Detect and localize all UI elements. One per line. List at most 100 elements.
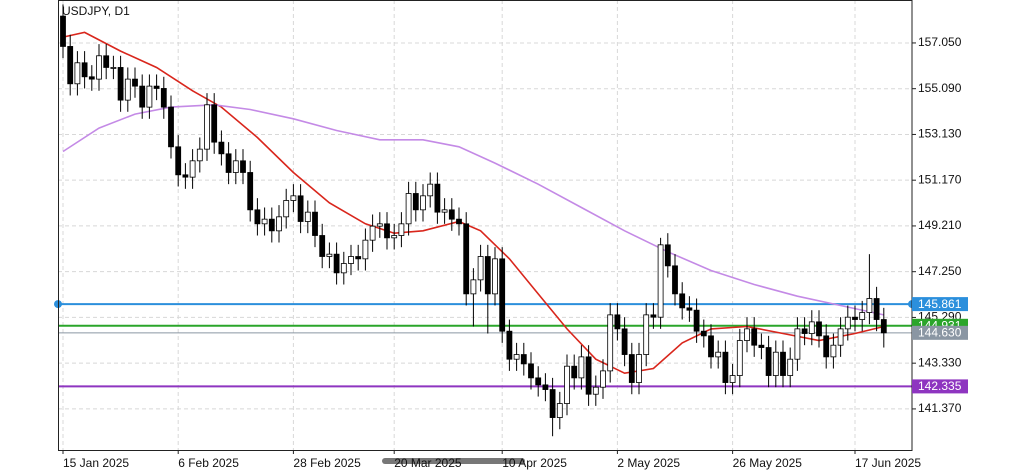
candle-body xyxy=(110,67,117,69)
candle-body xyxy=(204,104,210,150)
candle-body xyxy=(340,263,347,274)
candle-body xyxy=(319,235,326,257)
candle-body xyxy=(657,244,664,318)
y-tick-label: 155.090 xyxy=(918,81,962,95)
y-tick-label: 157.050 xyxy=(918,35,962,49)
candle-body xyxy=(758,344,765,348)
candle-body xyxy=(636,354,642,383)
level-label: 145.861 xyxy=(918,297,962,311)
candle-body xyxy=(729,375,736,383)
moving-average xyxy=(62,103,884,316)
candle-body xyxy=(175,146,182,176)
candle-body xyxy=(564,365,570,404)
candle-body xyxy=(117,67,124,101)
candle-body xyxy=(276,216,282,232)
candle-body xyxy=(182,174,189,178)
candle-body xyxy=(348,256,354,264)
candle-body xyxy=(585,356,592,395)
candle-body xyxy=(405,193,412,225)
candle-body xyxy=(614,314,621,330)
candle-body xyxy=(873,298,880,320)
candle-body xyxy=(384,223,390,239)
candle-body xyxy=(297,195,304,222)
candle-body xyxy=(571,365,578,379)
candle-body xyxy=(376,223,383,227)
level-label-box xyxy=(912,325,968,340)
scrollbar[interactable] xyxy=(382,458,525,464)
candle-body xyxy=(412,193,419,211)
candle-body xyxy=(103,55,110,68)
candle-body xyxy=(549,389,556,418)
candle-body xyxy=(499,258,506,332)
candle-body xyxy=(650,314,657,318)
candle-body xyxy=(160,88,167,108)
candle-body xyxy=(283,200,290,218)
candle-body xyxy=(708,335,714,358)
x-tick-label: 2 May 2025 xyxy=(617,456,680,470)
x-tick-label: 6 Feb 2025 xyxy=(178,456,239,470)
candle-body xyxy=(153,85,160,89)
grid xyxy=(58,0,912,450)
plot xyxy=(54,4,916,437)
candle-body xyxy=(621,328,628,355)
candle-body xyxy=(434,183,441,213)
candle-body xyxy=(427,183,434,197)
candle-body xyxy=(664,244,671,267)
candle-body xyxy=(700,330,707,337)
candle-body xyxy=(398,223,405,236)
candle-body xyxy=(823,335,830,358)
candle-body xyxy=(326,253,333,257)
candle-body xyxy=(441,209,448,213)
candle-body xyxy=(312,211,318,236)
candle-body xyxy=(542,384,549,390)
candle-body xyxy=(520,354,527,365)
x-tick-label: 17 Jun 2025 xyxy=(855,456,921,470)
candle-body xyxy=(715,351,722,358)
candle-body xyxy=(880,319,887,334)
candle-body xyxy=(830,344,837,358)
candle-body xyxy=(780,351,786,376)
candle-body xyxy=(506,330,513,360)
x-tick-label: 10 Apr 2025 xyxy=(502,456,567,470)
y-tick-label: 143.330 xyxy=(918,355,962,369)
candle-body xyxy=(528,363,534,379)
candle-body xyxy=(859,312,866,320)
candle-body xyxy=(67,46,74,85)
level-label-box xyxy=(912,379,968,394)
chart-title: USDJPY, D1 xyxy=(62,4,130,18)
candle-body xyxy=(88,76,95,80)
y-tick-label: 141.370 xyxy=(918,401,962,415)
candle-body xyxy=(240,160,246,173)
candle-body xyxy=(816,321,822,337)
candle-body xyxy=(535,377,542,386)
candle-body xyxy=(578,356,585,379)
candle-body xyxy=(837,328,844,346)
candle-body xyxy=(261,218,268,225)
candle-body xyxy=(556,403,563,418)
candle-body xyxy=(391,235,398,239)
candle-body xyxy=(643,314,650,355)
candle-body xyxy=(369,225,376,241)
candle-body xyxy=(420,195,426,211)
candle-body xyxy=(787,358,794,376)
candle-body xyxy=(362,239,369,260)
candle-body xyxy=(751,328,758,346)
candle-body xyxy=(765,347,772,376)
candle-body xyxy=(60,15,66,47)
x-tick-label: 26 May 2025 xyxy=(733,456,803,470)
candle-body xyxy=(124,78,131,101)
candle-body xyxy=(672,265,678,295)
candle-body xyxy=(772,351,779,376)
candle-body xyxy=(607,314,614,372)
candle-body xyxy=(513,354,520,360)
level-label-box xyxy=(912,297,968,312)
candle-body xyxy=(247,172,254,211)
candle-body xyxy=(592,386,599,395)
candle-body xyxy=(268,218,275,232)
y-tick-label: 153.130 xyxy=(918,127,962,141)
candle-body xyxy=(81,62,88,78)
y-tick-label: 147.250 xyxy=(918,264,962,278)
